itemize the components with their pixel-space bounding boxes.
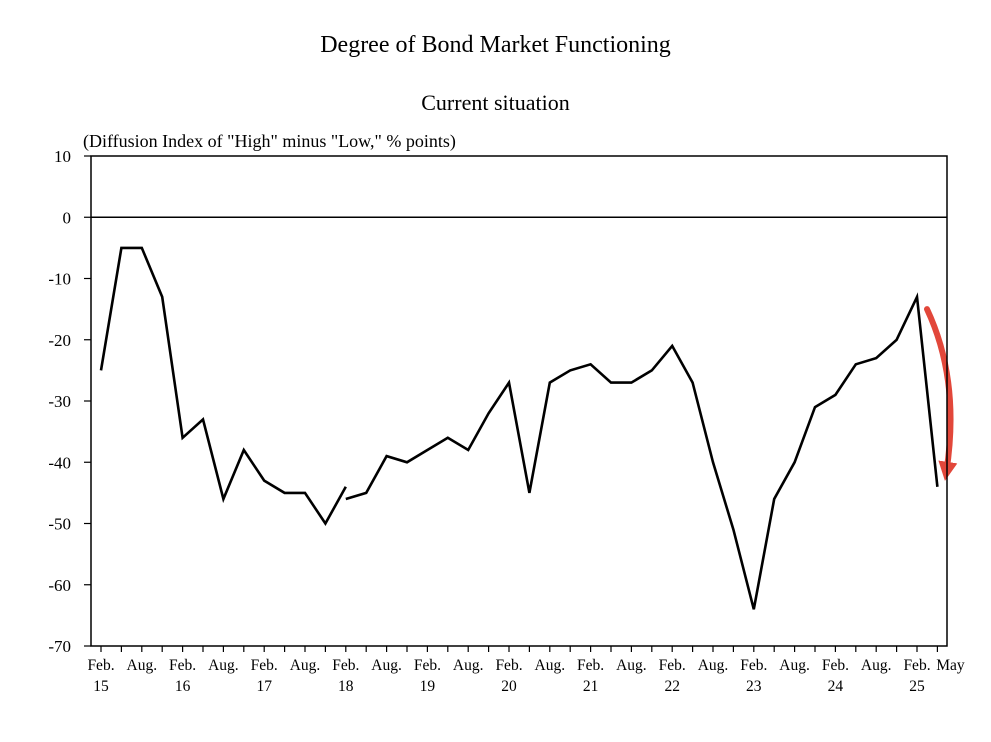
x-tick-year-label: 19 bbox=[420, 678, 436, 695]
x-tick-year-label: 22 bbox=[664, 678, 680, 695]
x-tick-year-label: 24 bbox=[828, 678, 844, 695]
plot-frame bbox=[90, 155, 948, 647]
x-tick-year-label: 25 bbox=[909, 678, 925, 695]
y-tick-label: 10 bbox=[54, 147, 71, 166]
x-tick-year-label: 21 bbox=[583, 678, 599, 695]
series-lines bbox=[99, 246, 939, 610]
x-tick-label: Feb. bbox=[332, 657, 359, 674]
x-tick-label: Feb. bbox=[495, 657, 522, 674]
x-axis: Feb. 15 Aug. Feb. 16 Aug. Feb. 17 Aug. Feb. 18 Aug.… bbox=[87, 646, 965, 695]
trend-arrow bbox=[924, 306, 958, 481]
x-tick-label: Aug. bbox=[861, 657, 892, 674]
x-tick-year-label: 15 bbox=[93, 678, 109, 695]
x-tick-year-label: 17 bbox=[256, 678, 272, 695]
y-tick-label: -30 bbox=[48, 392, 71, 411]
x-tick-label: Aug. bbox=[453, 657, 484, 674]
x-tick-label: Feb. bbox=[740, 657, 767, 674]
x-tick-label: Aug. bbox=[535, 657, 566, 674]
x-tick-label: Feb. bbox=[414, 657, 441, 674]
y-axis: 10 0 -10 -20 -30 -40 -50 -60 -70 bbox=[48, 147, 91, 656]
y-tick-label: -70 bbox=[48, 637, 71, 656]
y-tick-label: -40 bbox=[48, 453, 71, 472]
y-tick-label: -10 bbox=[48, 270, 71, 289]
x-tick-label: Feb. bbox=[903, 657, 930, 674]
x-tick-label: Feb. bbox=[169, 657, 196, 674]
series-line-segment-1 bbox=[99, 246, 347, 526]
x-tick-label: Aug. bbox=[208, 657, 239, 674]
x-tick-label: Aug. bbox=[127, 657, 158, 674]
y-axis-unit-label: (Diffusion Index of "High" minus "Low," … bbox=[83, 131, 456, 151]
x-tick-label: Feb. bbox=[577, 657, 604, 674]
x-tick-label: Aug. bbox=[616, 657, 647, 674]
y-tick-label: -60 bbox=[48, 576, 71, 595]
y-tick-label: 0 bbox=[63, 208, 72, 227]
series-line-segment-2 bbox=[345, 292, 939, 610]
y-tick-label: -20 bbox=[48, 331, 71, 350]
x-tick-year-label: 23 bbox=[746, 678, 762, 695]
chart-title: Degree of Bond Market Functioning bbox=[320, 32, 671, 58]
y-tick-label: -50 bbox=[48, 515, 71, 534]
x-tick-label: Feb. bbox=[822, 657, 849, 674]
x-tick-year-label: 20 bbox=[501, 678, 517, 695]
x-tick-year-label: 18 bbox=[338, 678, 354, 695]
x-tick-label: Aug. bbox=[698, 657, 729, 674]
chart-subtitle: Current situation bbox=[421, 90, 570, 115]
x-tick-year-label: 16 bbox=[175, 678, 191, 695]
x-tick-label: Aug. bbox=[290, 657, 321, 674]
x-tick-label: Aug. bbox=[779, 657, 810, 674]
x-tick-label: May bbox=[936, 657, 965, 674]
x-tick-label: Feb. bbox=[87, 657, 114, 674]
x-tick-label: Aug. bbox=[371, 657, 402, 674]
x-tick-label: Feb. bbox=[251, 657, 278, 674]
x-tick-label: Feb. bbox=[659, 657, 686, 674]
